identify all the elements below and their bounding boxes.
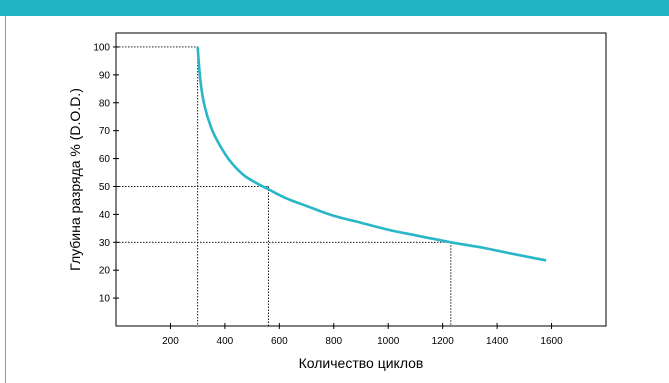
y-axis-title: Глубина разряда % (D.O.D.) (67, 88, 83, 271)
y-tick-label: 70 (99, 126, 111, 137)
x-axis-title: Количество циклов (299, 355, 424, 371)
x-tick-label: 1600 (540, 336, 563, 347)
y-tick-label: 80 (99, 98, 111, 109)
x-tick-label: 1200 (432, 336, 455, 347)
y-tick-label: 30 (99, 238, 111, 249)
y-tick-label: 10 (99, 294, 111, 305)
y-tick-label: 50 (99, 182, 111, 193)
y-axis: 10 20 30 40 50 60 70 80 90 100 (93, 42, 119, 305)
x-tick-label: 800 (325, 336, 342, 347)
top-band (0, 0, 669, 16)
y-tick-label: 90 (99, 70, 111, 81)
y-tick-label: 40 (99, 210, 111, 221)
y-tick-label: 60 (99, 154, 111, 165)
reference-guides (116, 46, 452, 326)
x-tick-label: 200 (162, 336, 179, 347)
x-tick-label: 600 (271, 336, 288, 347)
x-axis: 200 400 600 800 1000 1200 1400 1600 (162, 323, 563, 347)
cycle-life-curve (196, 46, 547, 262)
plot-frame (115, 32, 607, 327)
x-tick-label: 1000 (377, 336, 400, 347)
x-tick-label: 1400 (486, 336, 509, 347)
x-tick-label: 400 (217, 336, 234, 347)
y-tick-label: 20 (99, 266, 111, 277)
left-border-line (5, 16, 6, 383)
y-tick-label: 100 (93, 42, 110, 53)
